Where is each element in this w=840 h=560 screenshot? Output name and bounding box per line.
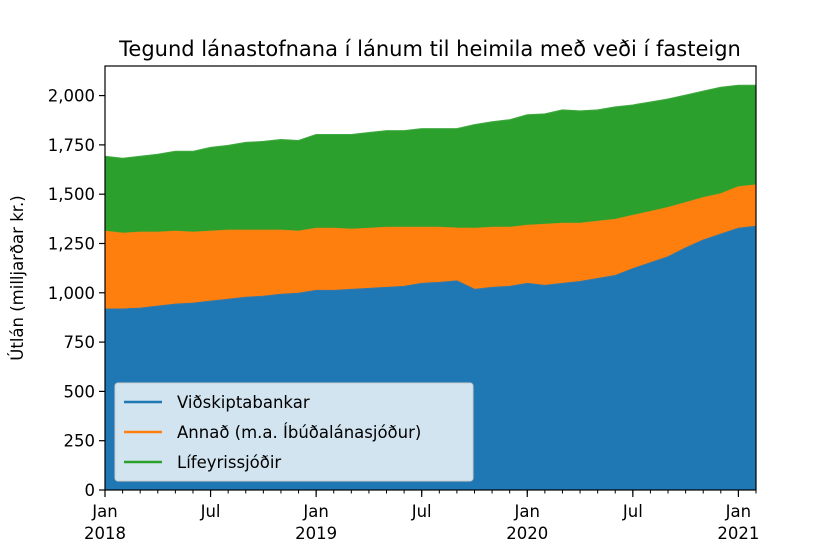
x-tick-label: Jan — [725, 502, 751, 521]
x-tick-label: Jul — [411, 502, 432, 521]
series-lines-group — [104, 84, 757, 311]
x-tick-year-label: 2018 — [84, 524, 126, 543]
x-tick-year-label: 2020 — [506, 524, 548, 543]
legend: Viðskiptabankar Annað (m.a. Íbúðalánasjó… — [114, 382, 474, 482]
y-tick-label: 750 — [64, 333, 96, 352]
area-series-2 — [105, 85, 756, 234]
y-tick-label: 0 — [85, 481, 96, 500]
series-line-0 — [105, 225, 757, 311]
x-tick-year-label: 2019 — [295, 524, 337, 543]
plot-frame — [104, 65, 757, 491]
area-series-1 — [105, 185, 756, 310]
y-tick-label: 500 — [64, 382, 96, 401]
y-tick-label: 250 — [64, 432, 96, 451]
legend-label-2: Lífeyrissjóðir — [177, 453, 281, 472]
x-tick-label: Jan — [91, 502, 117, 521]
legend-label-0: Viðskiptabankar — [177, 393, 310, 412]
series-line-1 — [104, 184, 757, 235]
y-tick-label: 1,000 — [48, 284, 95, 303]
x-tick-year-label: 2021 — [717, 524, 759, 543]
y-tick-label: 1,500 — [48, 185, 95, 204]
chart-title: Tegund lánastofnana í lánum til heimila … — [118, 37, 741, 61]
y-axis: 0 250 500 750 1,000 1,250 1,500 1,750 2,000 — [48, 87, 105, 500]
y-tick-label: 1,750 — [48, 136, 95, 155]
series-line-2 — [104, 84, 756, 160]
y-axis-label: Útlán (milljarðar kr.) — [8, 195, 27, 360]
x-axis: Jan 2018 Jul Jan 2019 Jul Jan 2020 Jul Jan 2021 — [84, 490, 759, 543]
y-tick-label: 2,000 — [48, 87, 95, 106]
x-tick-label: Jul — [200, 502, 221, 521]
y-tick-label: 1,250 — [48, 234, 95, 253]
x-tick-label: Jan — [302, 502, 328, 521]
legend-label-1: Annað (m.a. Íbúðalánasjóður) — [177, 423, 421, 442]
x-tick-label: Jan — [514, 502, 540, 521]
legend-box — [114, 382, 474, 482]
x-tick-label: Jul — [622, 502, 643, 521]
